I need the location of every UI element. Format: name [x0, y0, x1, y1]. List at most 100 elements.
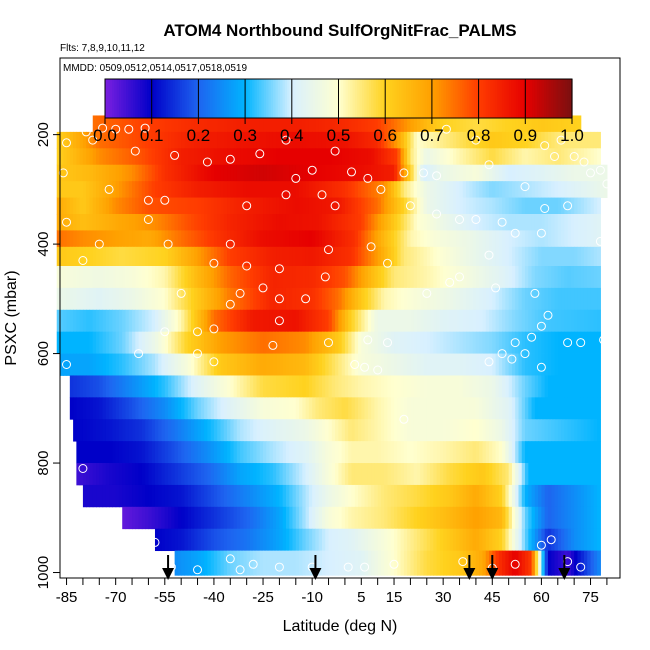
sample-point [510, 338, 520, 348]
heat-cell [328, 463, 333, 486]
colorbar-segment [403, 79, 407, 118]
heat-cell [210, 181, 215, 198]
heat-cell [335, 353, 339, 376]
sample-point [484, 250, 494, 260]
heat-cell [82, 353, 87, 376]
sample-point [455, 272, 464, 282]
heat-cell [312, 441, 317, 464]
heat-cell [351, 148, 356, 166]
heat-cell [456, 148, 461, 166]
heat-cell [217, 463, 222, 486]
heat-cell [269, 331, 274, 354]
heat-cell [233, 266, 238, 289]
heat-cell [410, 246, 415, 267]
heat-cell [498, 230, 503, 248]
heat-cell [443, 375, 448, 398]
heat-cell [580, 331, 585, 354]
heat-cell [272, 148, 277, 166]
heat-cell [341, 528, 346, 552]
heat-cell [436, 441, 441, 464]
heat-cell [109, 214, 113, 231]
heat-cell [597, 375, 601, 398]
heat-cell [416, 331, 421, 354]
heat-cell [236, 266, 241, 289]
heat-cell [344, 287, 349, 311]
heat-cell [554, 331, 559, 354]
colorbar-segment [231, 79, 235, 118]
heat-cell [174, 230, 179, 248]
heat-cell [230, 266, 235, 289]
heat-cell [86, 148, 91, 166]
heat-cell [390, 397, 395, 420]
heat-cell [171, 131, 176, 149]
heat-cell [115, 246, 120, 267]
heat-cell [567, 528, 572, 552]
heat-cell [187, 266, 192, 289]
heat-cell [403, 375, 408, 398]
heat-cell [583, 528, 588, 552]
heat-cell [462, 419, 467, 442]
heat-cell [200, 528, 205, 552]
heat-cell [397, 353, 402, 376]
heat-cell [276, 484, 281, 508]
heat-cell [207, 419, 212, 442]
heat-cell [528, 214, 533, 231]
heat-cell [82, 463, 87, 486]
heat-cell [348, 164, 353, 182]
heat-cell [92, 463, 97, 486]
heat-cell [217, 197, 222, 215]
colorbar-segment [548, 79, 552, 118]
heat-cell [515, 266, 520, 289]
heat-cell [115, 441, 120, 464]
heat-cell [485, 164, 490, 182]
heat-cell [394, 230, 398, 248]
heat-cell [76, 266, 81, 289]
heat-cell [308, 197, 313, 215]
heat-cell [472, 463, 477, 486]
heat-cell [430, 230, 434, 248]
heat-cell [397, 115, 402, 133]
sample-point [491, 283, 501, 293]
heat-cell [436, 148, 441, 166]
heat-cell [276, 506, 281, 530]
heat-cell [158, 148, 163, 166]
heat-cell [128, 441, 133, 464]
heat-cell [230, 375, 235, 398]
heat-cell [125, 397, 130, 420]
heat-cell [223, 419, 228, 442]
heat-cell [246, 419, 251, 442]
heat-cell [168, 506, 172, 530]
heat-cell [276, 214, 281, 231]
heat-cell [439, 484, 444, 508]
heat-cell [187, 506, 192, 530]
heat-cell [561, 353, 565, 376]
heat-cell [66, 266, 71, 289]
heat-cell [466, 164, 470, 182]
heat-cell [132, 375, 136, 398]
heat-cell [233, 164, 238, 182]
heat-cell [472, 148, 477, 166]
heat-cell [420, 131, 425, 149]
heat-cell [492, 309, 497, 333]
heat-cell [82, 197, 87, 215]
colorbar-segment [466, 79, 470, 118]
x-tick-label: 60 [533, 589, 550, 606]
heat-cell [240, 441, 244, 464]
colorbar-segment [529, 79, 533, 118]
heat-cell [184, 528, 189, 552]
heat-cell [266, 197, 271, 215]
heat-cell [557, 528, 562, 552]
heat-cell [459, 331, 464, 354]
heat-cell [138, 287, 143, 311]
heat-cell [570, 375, 575, 398]
heat-cell [194, 115, 199, 133]
heat-cell [443, 197, 448, 215]
heat-cell [223, 528, 228, 552]
heat-cell [587, 419, 592, 442]
heat-cell [534, 197, 539, 215]
heat-cell [561, 550, 565, 576]
heat-cell [489, 181, 493, 198]
heat-cell [367, 181, 372, 198]
colorbar-segment [287, 79, 291, 118]
colorbar-segment [317, 79, 321, 118]
